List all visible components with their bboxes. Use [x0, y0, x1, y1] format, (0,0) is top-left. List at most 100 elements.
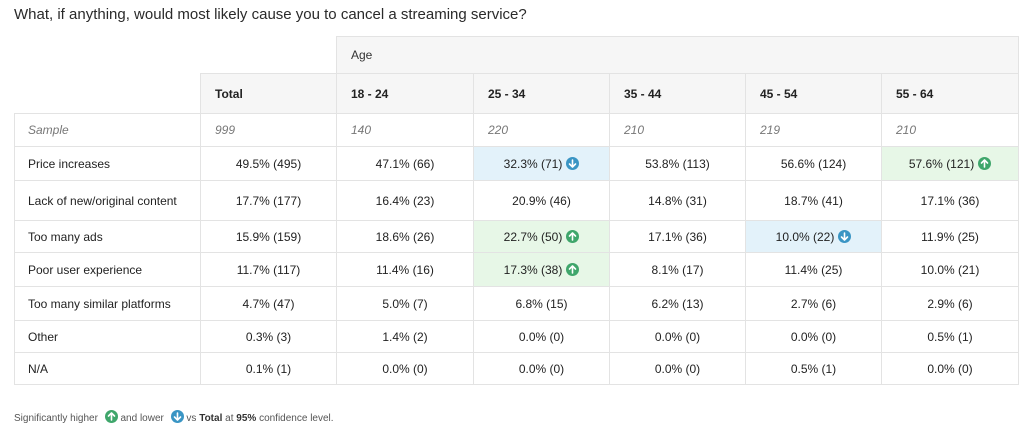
table-cell: 2.7% (6) — [745, 286, 882, 321]
cell-value: 18.7% (41) — [784, 193, 843, 208]
column-header: 45 - 54 — [745, 73, 882, 114]
arrow-down-icon — [838, 229, 852, 243]
cell-value: 0.0% (0) — [518, 361, 565, 376]
cell-value: 0.1% (1) — [245, 361, 292, 376]
arrow-up-icon — [566, 229, 580, 243]
cell-value: 0.0% (0) — [654, 361, 701, 376]
significance-legend: Significantly higher and lower vs Total … — [14, 410, 334, 424]
legend-text-confidence: confidence level. — [259, 413, 334, 424]
cell-value: 6.2% (13) — [651, 296, 704, 311]
cell-value: 47.1% (66) — [375, 156, 435, 171]
table-cell: 0.0% (0) — [609, 352, 746, 385]
table-cell: 17.7% (177) — [200, 180, 337, 221]
table-cell: 53.8% (113) — [609, 146, 746, 181]
arrow-up-icon — [104, 410, 118, 423]
table-cell: 0.0% (0) — [473, 352, 610, 385]
cell-value: 2.9% (6) — [927, 296, 973, 311]
cell-value: 10.0% (21) — [920, 262, 980, 277]
table-row: Poor user experience 11.7% (117) 11.4% (16… — [14, 252, 1020, 287]
table-cell: 1.4% (2) — [336, 320, 474, 353]
table-cell: 57.6% (121) — [880, 146, 1020, 181]
cell-value: 8.1% (17) — [651, 262, 704, 277]
arrow-down-icon — [170, 410, 184, 423]
column-header: Total — [200, 73, 337, 114]
legend-text-vs: vs — [186, 413, 197, 424]
row-label: Sample — [14, 113, 201, 147]
table-cell: 0.0% (0) — [336, 352, 474, 385]
cell-value: 6.8% (15) — [515, 296, 568, 311]
sample-cell: 140 — [336, 113, 474, 147]
row-label: Price increases — [14, 146, 201, 181]
sample-cell: 220 — [473, 113, 610, 147]
table-cell: 0.5% (1) — [745, 352, 882, 385]
cell-value: 0.5% (1) — [927, 329, 973, 344]
cell-value: 11.9% (25) — [921, 229, 979, 244]
table-cell: 17.1% (36) — [880, 180, 1020, 221]
table-cell: 11.9% (25) — [880, 220, 1020, 253]
cell-value: 0.0% (0) — [927, 361, 973, 376]
table-cell: 2.9% (6) — [880, 286, 1020, 321]
column-header: 35 - 44 — [609, 73, 746, 114]
table-cell: 0.0% (0) — [745, 320, 882, 353]
cell-value: 2.7% (6) — [790, 296, 837, 311]
table-cell: 5.0% (7) — [336, 286, 474, 321]
cell-value: 4.7% (47) — [242, 296, 295, 311]
legend-confidence: 95% — [236, 413, 257, 424]
cell-value: 16.4% (23) — [375, 193, 435, 208]
cell-value: 57.6% (121) — [908, 156, 975, 171]
cell-value: 11.4% (25) — [784, 262, 843, 277]
column-header: 18 - 24 — [336, 73, 474, 114]
legend-text-lower: and lower — [120, 413, 164, 424]
table-cell: 47.1% (66) — [336, 146, 474, 181]
table-cell: 0.0% (0) — [609, 320, 746, 353]
sample-cell: 219 — [745, 113, 882, 147]
cell-value: 49.5% (495) — [235, 156, 302, 171]
legend-text-higher: Significantly higher — [14, 413, 98, 424]
cell-value: 1.4% (2) — [382, 329, 428, 344]
header-spacer — [14, 36, 337, 74]
table-cell: 11.4% (16) — [336, 252, 474, 287]
table-cell: 0.3% (3) — [200, 320, 337, 353]
table-cell: 17.3% (38) — [473, 252, 610, 287]
cell-value: 32.3% (71) — [503, 156, 563, 171]
table-row: Other 0.3% (3) 1.4% (2) 0.0% (0) 0.0% (0) 0.0… — [14, 320, 1020, 353]
arrow-down-icon — [566, 156, 580, 170]
table-cell: 16.4% (23) — [336, 180, 474, 221]
row-label: Too many ads — [14, 220, 201, 253]
row-label: Too many similar platforms — [14, 286, 201, 321]
table-cell: 6.2% (13) — [609, 286, 746, 321]
table-cell: 6.8% (15) — [473, 286, 610, 321]
table-row: Price increases 49.5% (495) 47.1% (66) 32.3… — [14, 146, 1020, 181]
sample-cell: 999 — [200, 113, 337, 147]
sample-row: Sample 999 140 220 210 219 210 — [14, 113, 1020, 147]
cell-value: 11.4% (16) — [376, 262, 434, 277]
table-cell: 0.0% (0) — [880, 352, 1020, 385]
cell-value: 18.6% (26) — [375, 229, 435, 244]
table-cell: 20.9% (46) — [473, 180, 610, 221]
cell-value: 17.7% (177) — [235, 193, 302, 208]
row-label: N/A — [14, 352, 201, 385]
table-cell: 14.8% (31) — [609, 180, 746, 221]
crosstab-table: Age Total 18 - 24 25 - 34 35 - 44 45 - 54 55 … — [14, 36, 1020, 385]
age-group-header: Age — [335, 36, 1020, 74]
cell-value: 14.8% (31) — [648, 193, 707, 208]
table-cell: 10.0% (22) — [745, 220, 882, 253]
row-label: Poor user experience — [14, 252, 201, 287]
cell-value: 0.5% (1) — [790, 361, 837, 376]
table-row: N/A 0.1% (1) 0.0% (0) 0.0% (0) 0.0% (0) 0.5% … — [14, 352, 1020, 385]
cell-value: 20.9% (46) — [512, 193, 571, 208]
cell-value: 0.0% (0) — [790, 329, 837, 344]
table-row: Too many ads 15.9% (159) 18.6% (26) 22.7% (… — [14, 220, 1020, 253]
row-label: Other — [14, 320, 201, 353]
table-cell: 18.6% (26) — [336, 220, 474, 253]
cell-value: 17.1% (36) — [920, 193, 980, 208]
arrow-up-icon — [566, 262, 580, 276]
arrow-up-icon — [978, 156, 992, 170]
cell-value: 11.7% (117) — [236, 262, 301, 277]
column-header: 25 - 34 — [473, 73, 610, 114]
cell-value: 15.9% (159) — [235, 229, 302, 244]
cell-value: 0.3% (3) — [245, 329, 292, 344]
legend-total: Total — [199, 413, 223, 424]
table-cell: 11.7% (117) — [200, 252, 337, 287]
table-cell: 11.4% (25) — [745, 252, 882, 287]
